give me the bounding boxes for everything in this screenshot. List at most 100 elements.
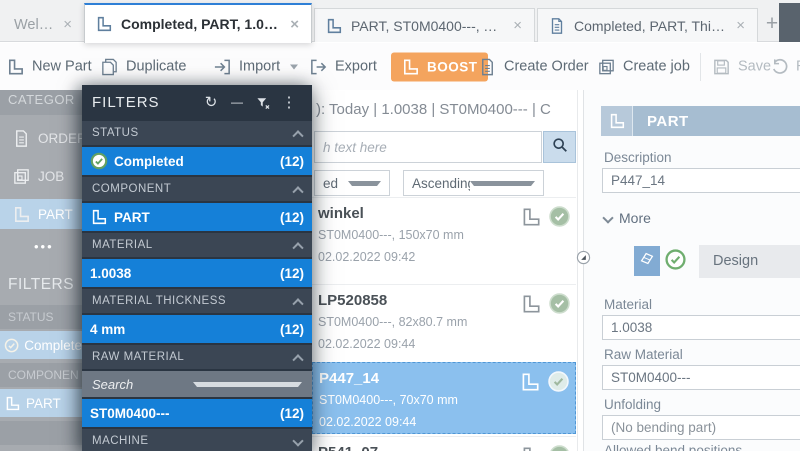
reset-label: Res bbox=[796, 59, 800, 75]
filter-value-label: Complete bbox=[24, 337, 82, 353]
list-item[interactable]: winkel ST0M0400---, 150x70 mm 02.02.2022… bbox=[312, 197, 576, 284]
unfolding-field[interactable]: (No bending part) bbox=[602, 415, 800, 440]
filter-section-status[interactable]: STATUS bbox=[82, 121, 312, 145]
filter-section-component[interactable]: COMPONENT bbox=[82, 177, 312, 201]
sidebar-item-order[interactable]: ORDER bbox=[0, 123, 82, 153]
filters-floating-panel: FILTERS ↻ — ⋮ STATUS Completed (12) COMP… bbox=[82, 85, 312, 451]
part-date: 02.02.2022 09:44 bbox=[319, 415, 417, 429]
clear-filter-icon[interactable] bbox=[250, 93, 276, 110]
save-icon bbox=[712, 57, 731, 76]
sort-field-dropdown[interactable]: ed bbox=[314, 170, 390, 196]
section-label: RAW MATERIAL bbox=[92, 351, 185, 363]
chevron-down-icon[interactable] bbox=[290, 64, 299, 69]
sidebar-item-job[interactable]: JOB bbox=[0, 161, 82, 191]
create-job-label: Create job bbox=[623, 58, 690, 75]
list-item-selected[interactable]: P447_14 ST0M0400---, 70x70 mm 02.02.2022… bbox=[312, 362, 576, 434]
categories-header: CATEGOR bbox=[0, 85, 82, 115]
filter-count: (12) bbox=[279, 153, 304, 169]
search-icon bbox=[551, 136, 569, 159]
boost-button[interactable]: BOOST bbox=[391, 52, 488, 81]
part-name: P447_14 bbox=[319, 370, 380, 387]
raw-material-field[interactable]: ST0M0400--- bbox=[602, 365, 800, 390]
close-icon[interactable]: × bbox=[290, 15, 299, 33]
sort-order-dropdown[interactable]: Ascending bbox=[403, 170, 544, 196]
new-part-button[interactable]: New Part bbox=[6, 57, 92, 76]
more-categories-button[interactable]: ••• bbox=[34, 239, 54, 254]
part-icon bbox=[520, 445, 542, 451]
check-circle-icon bbox=[4, 337, 19, 354]
tab-part-st0m0400[interactable]: PART, ST0M0400---, Today... × bbox=[314, 8, 535, 42]
section-label: MATERIAL THICKNESS bbox=[92, 295, 227, 307]
create-order-button[interactable]: Create Order bbox=[478, 57, 589, 76]
sidebar-material-header bbox=[0, 421, 82, 445]
sidebar-component-header[interactable]: COMPONEN bbox=[0, 363, 82, 387]
collapse-panel-icon[interactable] bbox=[576, 250, 591, 265]
raw-material-search-dropdown[interactable]: Search bbox=[82, 371, 312, 397]
close-icon[interactable]: × bbox=[63, 16, 72, 33]
tab-completed-part[interactable]: Completed, PART, 1.0038,... × bbox=[84, 3, 312, 43]
sidebar-item-label: PART bbox=[38, 206, 73, 222]
part-icon bbox=[520, 206, 542, 228]
sidebar-item-label: ORDER bbox=[38, 130, 82, 146]
filter-section-machine[interactable]: MACHINE bbox=[82, 429, 312, 451]
chevron-up-icon bbox=[292, 130, 304, 142]
section-label: COMPONENT bbox=[92, 183, 172, 195]
job-icon bbox=[597, 57, 616, 76]
sidebar-status-header[interactable]: STATUS bbox=[0, 305, 82, 329]
part-icon bbox=[95, 15, 113, 33]
chevron-down-icon bbox=[602, 212, 614, 224]
close-icon[interactable]: × bbox=[736, 17, 745, 34]
filter-row-material[interactable]: 1.0038 (12) bbox=[82, 259, 312, 287]
search-input[interactable] bbox=[314, 131, 542, 163]
import-button[interactable]: Import bbox=[213, 57, 299, 76]
tab-completed-month[interactable]: Completed, PART, This mo... × bbox=[537, 8, 758, 42]
filter-row-completed[interactable]: Completed (12) bbox=[82, 147, 312, 175]
save-button[interactable]: Save bbox=[712, 57, 771, 76]
material-label: Material bbox=[604, 297, 653, 312]
reset-button[interactable]: Res bbox=[770, 57, 800, 76]
minimize-icon[interactable]: — bbox=[231, 95, 243, 109]
filter-row-thickness[interactable]: 4 mm (12) bbox=[82, 315, 312, 343]
filters-panel-header: FILTERS ↻ — ⋮ bbox=[82, 85, 312, 119]
part-subtitle: ST0M0400---, 70x70 mm bbox=[319, 393, 458, 407]
description-field[interactable]: P447_14 bbox=[602, 168, 800, 193]
part-icon bbox=[325, 17, 343, 35]
list-item[interactable]: P541_07 bbox=[312, 436, 576, 451]
filter-section-raw-material[interactable]: RAW MATERIAL bbox=[82, 345, 312, 369]
create-order-label: Create Order bbox=[504, 58, 589, 75]
close-icon[interactable]: × bbox=[513, 17, 522, 34]
tab-welcome[interactable]: Welcome × bbox=[4, 8, 84, 41]
part-date: 02.02.2022 09:44 bbox=[318, 337, 416, 351]
filter-section-material[interactable]: MATERIAL bbox=[82, 233, 312, 257]
raw-material-label: Raw Material bbox=[604, 347, 683, 362]
more-expander[interactable]: More bbox=[602, 210, 651, 226]
part-name: LP520858 bbox=[318, 292, 388, 309]
main-toolbar: New Part Duplicate Import Export BOOST C… bbox=[0, 43, 800, 90]
tab-label: Completed, PART, 1.0038,... bbox=[121, 16, 280, 32]
list-item[interactable]: LP520858 ST0M0400---, 82x80.7 mm 02.02.2… bbox=[312, 284, 576, 362]
more-label: More bbox=[619, 210, 651, 226]
sidebar-filters-header: FILTERS bbox=[8, 276, 75, 293]
kebab-menu-icon[interactable]: ⋮ bbox=[281, 94, 297, 111]
boost-label: BOOST bbox=[427, 59, 478, 74]
filter-row-part[interactable]: PART (12) bbox=[82, 203, 312, 231]
sidebar-item-label: JOB bbox=[38, 168, 65, 184]
new-tab-button[interactable]: + bbox=[765, 12, 779, 35]
filter-section-thickness[interactable]: MATERIAL THICKNESS bbox=[82, 289, 312, 313]
duplicate-button[interactable]: Duplicate bbox=[100, 57, 186, 76]
sidebar-filter-part[interactable]: PART bbox=[0, 389, 82, 417]
create-job-button[interactable]: Create job bbox=[597, 57, 690, 76]
filter-value: PART bbox=[114, 209, 150, 225]
filter-row-raw-material[interactable]: ST0M0400--- (12) bbox=[82, 399, 312, 427]
sidebar-item-part[interactable]: PART bbox=[0, 199, 82, 229]
panel-title: PART bbox=[647, 112, 689, 130]
sidebar-filter-completed[interactable]: Complete bbox=[0, 331, 82, 359]
export-button[interactable]: Export bbox=[309, 57, 377, 76]
design-tab-button[interactable]: Design bbox=[699, 245, 800, 278]
search-button[interactable] bbox=[543, 131, 576, 163]
status-check-icon bbox=[665, 249, 686, 270]
refresh-icon[interactable]: ↻ bbox=[204, 94, 218, 111]
part-list-panel: ): Today | 1.0038 | ST0M0400--- | C ed A… bbox=[312, 90, 578, 451]
material-field[interactable]: 1.0038 bbox=[602, 315, 800, 340]
design-3d-button[interactable] bbox=[634, 246, 660, 276]
